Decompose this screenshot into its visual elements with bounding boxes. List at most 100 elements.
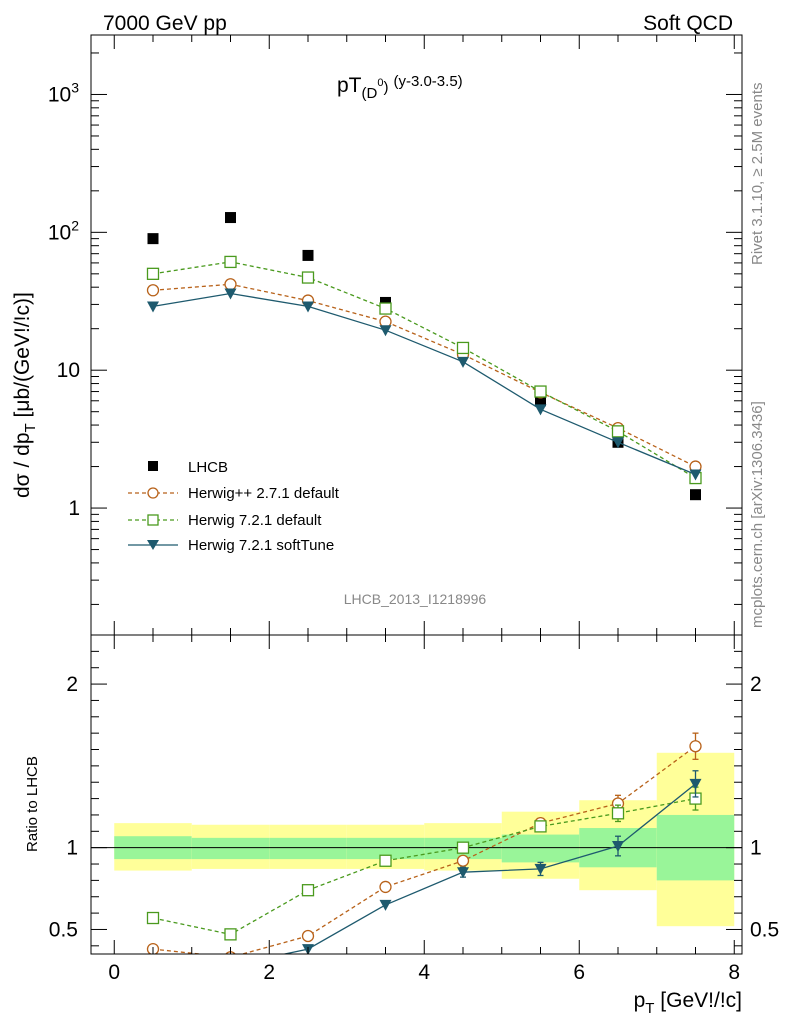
tick-exponent: 3 xyxy=(71,79,79,95)
x-tick-label: 4 xyxy=(418,961,430,984)
ratio-panel: 2 2 1 1 0.5 0.5 0 2 4 6 8 Ratio to LHCB xyxy=(24,634,779,984)
tick-base: 1 xyxy=(68,497,80,520)
x-tick-label: 8 xyxy=(728,961,740,984)
legend-marker-herwig7-softtune xyxy=(147,540,159,550)
ratio-line xyxy=(152,797,696,936)
data-point xyxy=(535,395,546,407)
data-point xyxy=(225,960,237,971)
ratio-y-tick-labels: 2 2 1 1 0.5 0.5 xyxy=(49,673,779,941)
main-series xyxy=(146,212,702,501)
legend-label-lhcb: LHCB xyxy=(188,459,228,476)
data-point xyxy=(611,425,625,438)
data-point xyxy=(147,301,159,313)
main-y-tick-label: 10 xyxy=(57,359,80,382)
xlabel-main: p xyxy=(634,989,646,1012)
legend-marker-lhcb xyxy=(148,461,158,471)
data-point xyxy=(534,385,547,398)
data-point xyxy=(456,841,470,854)
data-point xyxy=(379,854,392,867)
data-point xyxy=(301,929,315,943)
x-tick-labels: 0 2 4 6 8 xyxy=(108,961,740,984)
header-left: 7000 GeV pp xyxy=(103,12,227,35)
ratio-y-tick-label-left: 1 xyxy=(66,837,78,860)
ratio-y-tick-label-right: 0.5 xyxy=(750,918,779,941)
data-point xyxy=(379,880,392,894)
data-point xyxy=(379,899,392,911)
data-point xyxy=(456,341,470,355)
tick-base: 10 xyxy=(48,83,71,106)
main-y-tick-label: 1 xyxy=(68,497,80,520)
data-point xyxy=(689,740,702,753)
legend-item-herwig7-softtune: Herwig 7.2.1 softTune xyxy=(128,537,334,554)
legend-marker-herwigpp xyxy=(147,487,159,499)
series-line xyxy=(152,283,696,468)
data-point xyxy=(456,854,470,867)
series-line xyxy=(152,292,696,476)
title-main: pT xyxy=(337,74,362,97)
data-point xyxy=(612,437,624,449)
data-point xyxy=(534,820,547,833)
ratio-series-square xyxy=(146,786,702,941)
data-point xyxy=(457,356,469,368)
data-point xyxy=(690,489,701,501)
ratio-y-tick-label-left: 0.5 xyxy=(49,918,78,941)
data-point xyxy=(302,249,314,261)
legend-label-herwig7-default: Herwig 7.2.1 default xyxy=(188,512,322,529)
legend-item-herwigpp: Herwig++ 2.7.1 default xyxy=(128,485,340,502)
ratio-ylabel: Ratio to LHCB xyxy=(24,756,41,852)
plot-title: pT(D0) (y-3.0-3.5) xyxy=(337,73,463,102)
title-close: ) xyxy=(383,79,388,96)
series-data xyxy=(147,212,701,501)
series-triangle xyxy=(147,288,702,481)
data-point xyxy=(224,288,237,300)
ylabel-sub: T xyxy=(22,423,39,432)
main-y-tick-label: 103 xyxy=(48,79,79,106)
data-point xyxy=(147,957,159,968)
ratio-bands xyxy=(114,752,735,927)
legend-label-herwigpp: Herwig++ 2.7.1 default xyxy=(188,485,340,502)
legend: LHCB Herwig++ 2.7.1 default Herwig 7.2.1… xyxy=(128,459,340,554)
legend-item-herwig7-default: Herwig 7.2.1 default xyxy=(128,512,322,529)
data-point xyxy=(457,867,469,879)
data-point xyxy=(302,301,314,313)
ratio-frame xyxy=(90,634,743,955)
analysis-id: LHCB_2013_I1218996 xyxy=(344,591,487,607)
rivet-label: Rivet 3.1.10, ≥ 2.5M events xyxy=(749,83,766,266)
xlabel-sub: T xyxy=(645,1000,654,1017)
series-line xyxy=(152,261,696,479)
tick-exponent: 2 xyxy=(71,217,79,233)
data-point xyxy=(224,255,237,269)
data-point xyxy=(224,278,237,291)
main-y-tick-label: 102 xyxy=(48,217,79,244)
data-point xyxy=(147,233,159,245)
uncertainty-band-inner xyxy=(191,837,270,860)
ratio-y-tick-label-right: 1 xyxy=(750,837,762,860)
main-ticks xyxy=(91,35,742,635)
legend-label-herwig7-softtune: Herwig 7.2.1 softTune xyxy=(188,537,334,554)
title-rest: (y-3.0-3.5) xyxy=(393,73,462,90)
data-point xyxy=(146,267,160,280)
data-point xyxy=(612,841,624,853)
ratio-line xyxy=(281,783,696,954)
x-tick-label: 2 xyxy=(263,961,275,984)
data-point xyxy=(689,778,702,790)
ylabel-main: dσ / dp xyxy=(11,432,34,498)
data-point xyxy=(689,469,702,481)
data-point xyxy=(379,302,392,315)
ylabel-rest: [μb/(GeV!/!c)] xyxy=(11,292,34,423)
data-point xyxy=(146,911,160,925)
data-point xyxy=(534,863,547,875)
main-ylabel: dσ / dpT [μb/(GeV!/!c)] xyxy=(11,292,39,498)
ratio-series-triangle xyxy=(147,770,702,971)
mcplots-label: mcplots.cern.ch [arXiv:1306.3436] xyxy=(749,401,766,628)
uncertainty-band-inner xyxy=(269,837,347,860)
data-point xyxy=(146,284,160,297)
data-point xyxy=(301,884,315,897)
x-tick-label: 6 xyxy=(573,961,585,984)
x-tick-label: 0 xyxy=(108,961,120,984)
ratio-y-tick-label-right: 2 xyxy=(750,673,762,696)
data-point xyxy=(379,325,392,337)
data-point xyxy=(534,404,547,416)
